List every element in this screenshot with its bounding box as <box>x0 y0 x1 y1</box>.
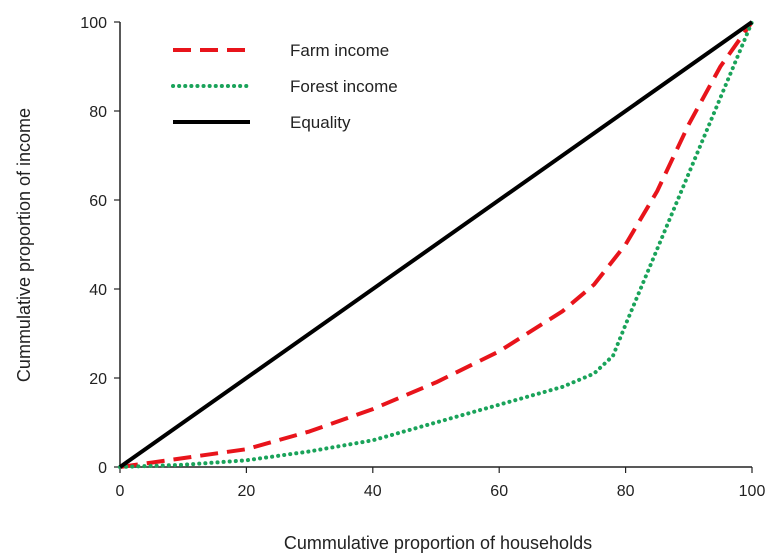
x-tick-label: 100 <box>739 483 766 500</box>
x-tick-label: 20 <box>238 483 256 500</box>
x-tick-label: 0 <box>116 483 125 500</box>
y-axis-label: Cummulative proportion of income <box>14 108 34 382</box>
legend-label-forest-income: Forest income <box>290 77 398 96</box>
series-line-equality <box>118 20 754 469</box>
y-tick-label: 60 <box>89 193 107 210</box>
y-tick-label: 100 <box>80 15 107 32</box>
y-tick-label: 40 <box>89 282 107 299</box>
axes: 0 20 40 60 80 100 0 20 40 60 80 100 <box>80 15 765 500</box>
legend-label-farm-income: Farm income <box>290 41 389 60</box>
x-axis-label: Cummulative proportion of households <box>284 533 592 553</box>
y-tick-label: 0 <box>98 460 107 477</box>
series-line-farm-income <box>119 20 754 469</box>
legend-label-equality: Equality <box>290 113 351 132</box>
y-tick-label: 20 <box>89 371 107 388</box>
y-tick-label: 80 <box>89 104 107 121</box>
x-tick-label: 80 <box>617 483 635 500</box>
series-lines <box>118 20 754 469</box>
legend: Farm income Forest income Equality <box>171 41 398 132</box>
series-line-forest-income <box>118 20 754 469</box>
x-tick-label: 40 <box>364 483 382 500</box>
x-tick-label: 60 <box>490 483 508 500</box>
